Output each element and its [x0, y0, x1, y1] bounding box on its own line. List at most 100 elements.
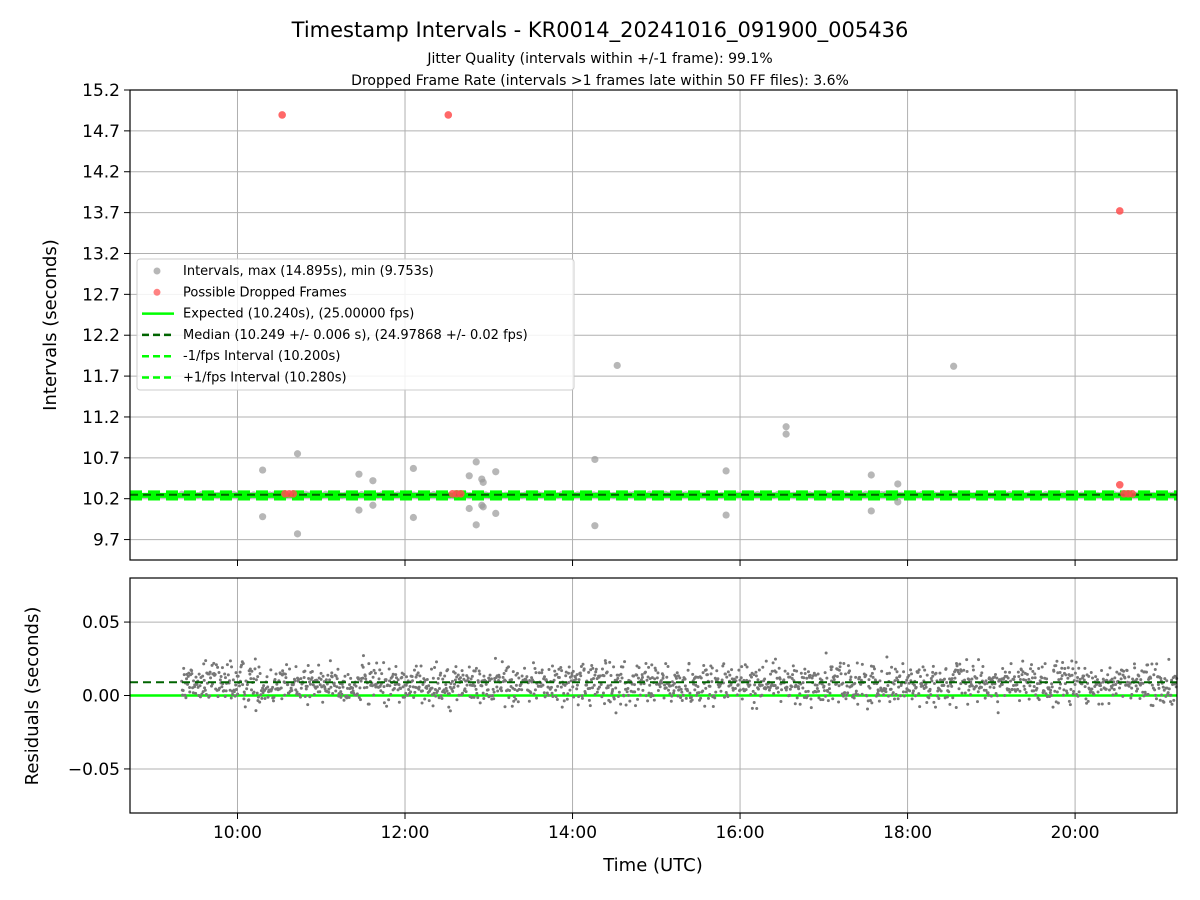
residual-point — [764, 687, 768, 691]
residual-point — [203, 688, 207, 692]
residual-point — [1029, 667, 1033, 671]
residual-point — [307, 680, 311, 684]
residual-point — [893, 679, 897, 683]
residual-point — [1083, 666, 1087, 670]
residual-point — [992, 686, 996, 690]
residual-point — [788, 687, 792, 691]
residual-point — [517, 687, 521, 691]
residual-point — [661, 673, 665, 677]
residual-point — [647, 665, 651, 669]
residual-point — [981, 664, 985, 668]
residual-point — [803, 667, 807, 671]
residual-point — [478, 672, 482, 676]
residual-point — [998, 684, 1002, 688]
residual-point — [776, 686, 780, 690]
residual-point — [467, 665, 471, 669]
residual-point — [436, 681, 440, 685]
residual-point — [665, 675, 669, 679]
residual-point — [1086, 699, 1090, 703]
residual-point — [234, 683, 238, 687]
residual-point — [1013, 675, 1017, 679]
residual-point — [931, 670, 935, 674]
residual-point — [192, 679, 196, 683]
residual-point — [552, 678, 556, 682]
residual-point — [604, 661, 608, 665]
residual-point — [259, 693, 263, 697]
residual-point — [846, 691, 850, 695]
residual-point — [470, 695, 474, 699]
residual-point — [891, 691, 895, 695]
residual-point — [1007, 687, 1011, 691]
residual-point — [443, 674, 447, 678]
residual-point — [533, 667, 537, 671]
residual-point — [481, 691, 485, 695]
residual-point — [854, 689, 858, 693]
residual-point — [866, 707, 870, 711]
residual-point — [463, 687, 467, 691]
residual-point — [1045, 677, 1049, 681]
residual-point — [738, 678, 742, 682]
residual-point — [675, 671, 679, 675]
residual-point — [184, 696, 188, 700]
residual-point — [658, 685, 662, 689]
interval-point — [492, 468, 500, 476]
residual-point — [1133, 666, 1137, 670]
interval-point — [867, 471, 875, 479]
residual-point — [1060, 666, 1064, 670]
residual-point — [441, 677, 445, 681]
residual-point — [911, 689, 915, 693]
residual-point — [1107, 702, 1111, 706]
residual-point — [641, 688, 645, 692]
residual-point — [188, 685, 192, 689]
residual-point — [670, 694, 674, 698]
residual-point — [838, 665, 842, 669]
residual-point — [777, 666, 781, 670]
residual-point — [295, 690, 299, 694]
residual-point — [335, 677, 339, 681]
residual-point — [593, 673, 597, 677]
residual-point — [1000, 682, 1004, 686]
residual-point — [549, 685, 553, 689]
residual-point — [598, 674, 602, 678]
residual-point — [231, 678, 235, 682]
residual-point — [255, 691, 259, 695]
residual-point — [1058, 686, 1062, 690]
interval-point — [355, 470, 363, 478]
intervals-y-tick-label: 11.2 — [82, 408, 120, 428]
residual-point — [611, 687, 615, 691]
residual-point — [731, 688, 735, 692]
residual-point — [513, 687, 517, 691]
residual-point — [971, 664, 975, 668]
residual-point — [937, 697, 941, 701]
residual-point — [697, 691, 701, 695]
residual-point — [228, 659, 232, 663]
residual-point — [1099, 688, 1103, 692]
residual-point — [608, 660, 612, 664]
residual-point — [886, 683, 890, 687]
intervals-y-tick-label: 13.7 — [82, 204, 120, 224]
residual-point — [1127, 684, 1131, 688]
residual-point — [557, 667, 561, 671]
residual-point — [820, 682, 824, 686]
residual-point — [1135, 689, 1139, 693]
residual-point — [867, 678, 871, 682]
residual-point — [579, 674, 583, 678]
residual-point — [770, 669, 774, 673]
residual-point — [1045, 695, 1049, 699]
x-tick-label: 16:00 — [716, 823, 765, 843]
residual-point — [341, 685, 345, 689]
residual-point — [394, 676, 398, 680]
residual-point — [185, 677, 189, 681]
residual-point — [588, 704, 592, 708]
residual-point — [798, 692, 802, 696]
interval-point — [472, 521, 480, 529]
residual-point — [257, 665, 261, 669]
residual-point — [534, 671, 538, 675]
residual-point — [241, 683, 245, 687]
residual-point — [337, 686, 341, 690]
residual-point — [183, 693, 187, 697]
residual-point — [963, 678, 967, 682]
residual-point — [1167, 687, 1171, 691]
residual-point — [181, 693, 185, 697]
residual-point — [788, 693, 792, 697]
